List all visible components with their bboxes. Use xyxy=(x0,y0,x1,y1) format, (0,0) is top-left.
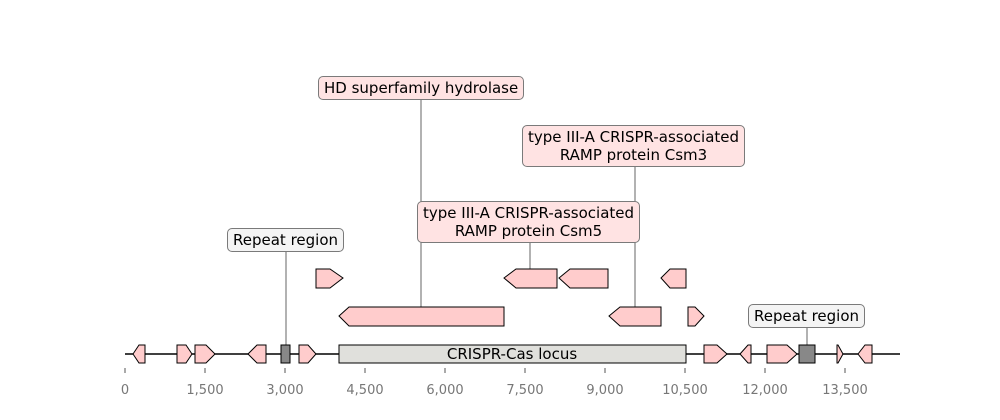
gene-arrow xyxy=(558,268,609,289)
callout-csm5: type III-A CRISPR-associated RAMP protei… xyxy=(417,201,641,243)
gene-arrow xyxy=(836,344,844,364)
x-axis: 0 1,500 3,000 4,500 6,000 7,500 9,000 10,500 12,… xyxy=(121,368,868,398)
gene-arrow xyxy=(315,268,344,289)
gene-arrow xyxy=(298,344,317,364)
gene-arrow xyxy=(194,344,216,364)
x-axis-tick-label: 13,500 xyxy=(822,383,868,398)
gene-arrow-csm3 xyxy=(608,306,662,327)
gene-arrow xyxy=(857,344,873,364)
gene-arrow xyxy=(739,344,752,364)
gene-arrow-hd-hydrolase xyxy=(338,306,505,327)
callout-csm3: type III-A CRISPR-associated RAMP protei… xyxy=(522,125,746,167)
callout-csm5-line2: RAMP protein Csm5 xyxy=(454,222,603,240)
repeat-region-right xyxy=(798,344,816,364)
x-axis-tick-label: 9,000 xyxy=(586,383,623,398)
callout-repeat-right-text: Repeat region xyxy=(754,307,860,325)
callout-repeat-left-text: Repeat region xyxy=(233,231,339,249)
repeat-region-left xyxy=(280,344,291,364)
callout-repeat-region-right: Repeat region xyxy=(748,304,866,328)
x-axis-tick-label: 10,500 xyxy=(662,383,708,398)
x-axis-tick-label: 4,500 xyxy=(346,383,383,398)
callout-csm3-line1: type III-A CRISPR-associated xyxy=(528,128,740,146)
x-axis-tick-label: 1,500 xyxy=(186,383,223,398)
gene-arrow xyxy=(660,268,687,289)
gene-arrow-csm5 xyxy=(503,268,558,289)
gene-arrow xyxy=(247,344,267,364)
callout-hd-hydrolase-text: HD superfamily hydrolase xyxy=(324,79,519,97)
callout-csm5-line1: type III-A CRISPR-associated xyxy=(423,204,635,222)
gene-arrow xyxy=(703,344,728,364)
callout-csm3-line2: RAMP protein Csm3 xyxy=(559,146,708,164)
x-axis-tick-label: 7,500 xyxy=(506,383,543,398)
callout-hd-hydrolase: HD superfamily hydrolase xyxy=(318,76,525,100)
gene-arrow xyxy=(132,344,146,364)
x-axis-tick-label: 12,000 xyxy=(742,383,788,398)
callout-repeat-region-left: Repeat region xyxy=(227,228,345,252)
crispr-cas-locus-box xyxy=(338,344,687,364)
gene-arrow xyxy=(176,344,193,364)
locus-label: CRISPR-Cas locus xyxy=(447,345,577,363)
gene-arrow xyxy=(766,344,798,364)
x-axis-tick-label: 3,000 xyxy=(266,383,303,398)
x-axis-tick-label: 6,000 xyxy=(426,383,463,398)
gene-arrow xyxy=(687,306,705,327)
x-axis-tick-label: 0 xyxy=(121,383,129,398)
